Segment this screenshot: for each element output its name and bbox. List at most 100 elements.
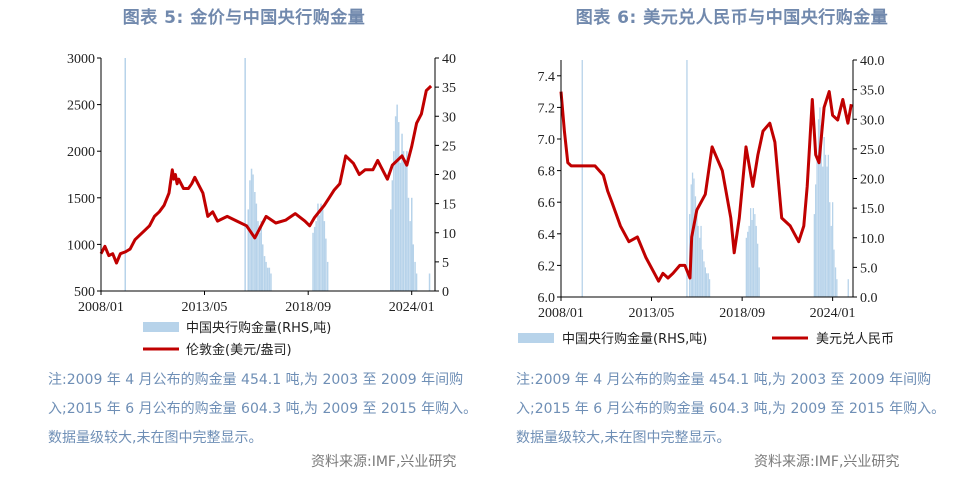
bar bbox=[326, 261, 329, 291]
legend-label-bar: 中国央行购金量(RHS,吨) bbox=[186, 320, 331, 336]
y-tick-label: 6.0 bbox=[538, 291, 556, 306]
chart-note: 注:2009 年 4 月公布的购金量 454.1 吨,为 2003 至 2009… bbox=[516, 372, 946, 446]
bar bbox=[322, 209, 324, 291]
x-tick-label: 2024/01 bbox=[389, 300, 435, 315]
bar bbox=[708, 279, 711, 297]
bar bbox=[312, 232, 314, 292]
y-tick-label: 6.2 bbox=[538, 259, 556, 274]
chart-note: 注:2009 年 4 月公布的购金量 454.1 吨,为 2003 至 2009… bbox=[48, 372, 478, 446]
y2-tick-label: 0.0 bbox=[860, 291, 878, 306]
legend-label-line: 伦敦金(美元/盎司) bbox=[186, 342, 292, 358]
bar bbox=[847, 279, 849, 297]
bar bbox=[396, 104, 398, 291]
bar bbox=[415, 273, 418, 291]
chart-source: 资料来源:IMF,兴业研究 bbox=[754, 454, 900, 470]
bar bbox=[819, 107, 821, 298]
bar bbox=[752, 208, 754, 297]
y2-tick-label: 25.0 bbox=[860, 143, 885, 158]
bar bbox=[703, 261, 705, 297]
bar bbox=[816, 154, 818, 297]
bar bbox=[247, 209, 249, 291]
bar bbox=[701, 249, 704, 297]
bar bbox=[697, 225, 699, 297]
bar bbox=[747, 231, 749, 297]
bar bbox=[249, 180, 251, 291]
y-tick-label: 7.4 bbox=[538, 70, 556, 85]
y2-tick-label: 20 bbox=[442, 169, 456, 184]
chart-title: 图表 6: 美元兑人民币与中国央行购金量 bbox=[575, 8, 889, 28]
bar bbox=[320, 203, 322, 291]
bar bbox=[257, 221, 259, 291]
legend-swatch-bar bbox=[143, 322, 179, 332]
bar bbox=[699, 237, 701, 298]
bar bbox=[815, 184, 817, 297]
bar bbox=[313, 226, 316, 291]
bar bbox=[836, 279, 838, 297]
y-tick-label: 1500 bbox=[67, 192, 95, 207]
bar bbox=[318, 215, 321, 291]
bar bbox=[820, 125, 822, 297]
x-tick-label: 2013/05 bbox=[182, 300, 228, 315]
bar bbox=[260, 221, 262, 291]
legend-label-line: 美元兑人民币 bbox=[816, 332, 894, 347]
y2-tick-label: 40.0 bbox=[860, 54, 885, 69]
bar bbox=[827, 154, 829, 297]
chart-svg: 500 1000 1500 2000 2500 3000 0 5 10 15 20 25 30 35 40 2… bbox=[67, 52, 456, 358]
bar bbox=[686, 60, 688, 297]
bar bbox=[758, 267, 760, 297]
bar bbox=[404, 162, 407, 291]
bar bbox=[265, 261, 267, 291]
y-tick-label: 2500 bbox=[67, 99, 95, 114]
bar bbox=[317, 203, 319, 291]
y2-tick-label: 0 bbox=[442, 285, 449, 300]
bar bbox=[755, 225, 757, 297]
y2-tick-label: 30 bbox=[442, 110, 456, 125]
y2-tick-label: 20.0 bbox=[860, 173, 885, 188]
y2-tick-label: 35 bbox=[442, 81, 456, 96]
bar bbox=[817, 119, 820, 298]
x-tick-label: 2018/09 bbox=[285, 300, 331, 315]
bar bbox=[315, 221, 317, 291]
y2-tick-label: 15.0 bbox=[860, 202, 885, 217]
x-tick-label: 2008/01 bbox=[538, 306, 584, 321]
bar bbox=[754, 214, 756, 297]
bar bbox=[323, 221, 326, 291]
x-tick-label: 2024/01 bbox=[810, 306, 856, 321]
bar bbox=[822, 166, 824, 297]
chart-source: 资料来源:IMF,兴业研究 bbox=[311, 454, 457, 470]
y-tick-label: 7.2 bbox=[538, 101, 556, 116]
bar bbox=[124, 58, 126, 291]
bar bbox=[262, 244, 264, 291]
bar bbox=[826, 166, 828, 297]
bar bbox=[268, 267, 271, 291]
series-line bbox=[559, 90, 853, 283]
bar bbox=[270, 273, 272, 291]
series-line bbox=[99, 84, 433, 265]
bar bbox=[393, 151, 395, 291]
bar bbox=[823, 137, 825, 297]
bar bbox=[414, 261, 416, 291]
y2-tick-label: 5 bbox=[442, 256, 449, 271]
y-tick-label: 6.4 bbox=[538, 228, 556, 243]
bar bbox=[757, 243, 759, 297]
bar bbox=[745, 237, 747, 298]
x-tick-label: 2013/05 bbox=[629, 306, 675, 321]
y-tick-label: 7.0 bbox=[538, 133, 556, 148]
bar bbox=[813, 214, 815, 297]
bar bbox=[399, 162, 402, 291]
y2-tick-label: 40 bbox=[442, 52, 456, 67]
bar bbox=[406, 151, 408, 291]
bar bbox=[693, 178, 695, 297]
legend-swatch-bar bbox=[518, 333, 554, 343]
bar bbox=[244, 58, 246, 291]
bar bbox=[700, 225, 702, 297]
bar bbox=[391, 180, 394, 291]
bar bbox=[832, 202, 834, 297]
bar bbox=[751, 220, 753, 297]
y-tick-label: 6.8 bbox=[538, 165, 556, 180]
bar bbox=[263, 256, 266, 291]
bar bbox=[254, 192, 256, 291]
chart-panel-usdcny: 图表 6: 美元兑人民币与中国央行购金量 6.0 6.2 6.4 6.6 6.8 7.0 7… bbox=[488, 0, 976, 477]
bar bbox=[255, 203, 258, 291]
bar bbox=[750, 208, 752, 297]
